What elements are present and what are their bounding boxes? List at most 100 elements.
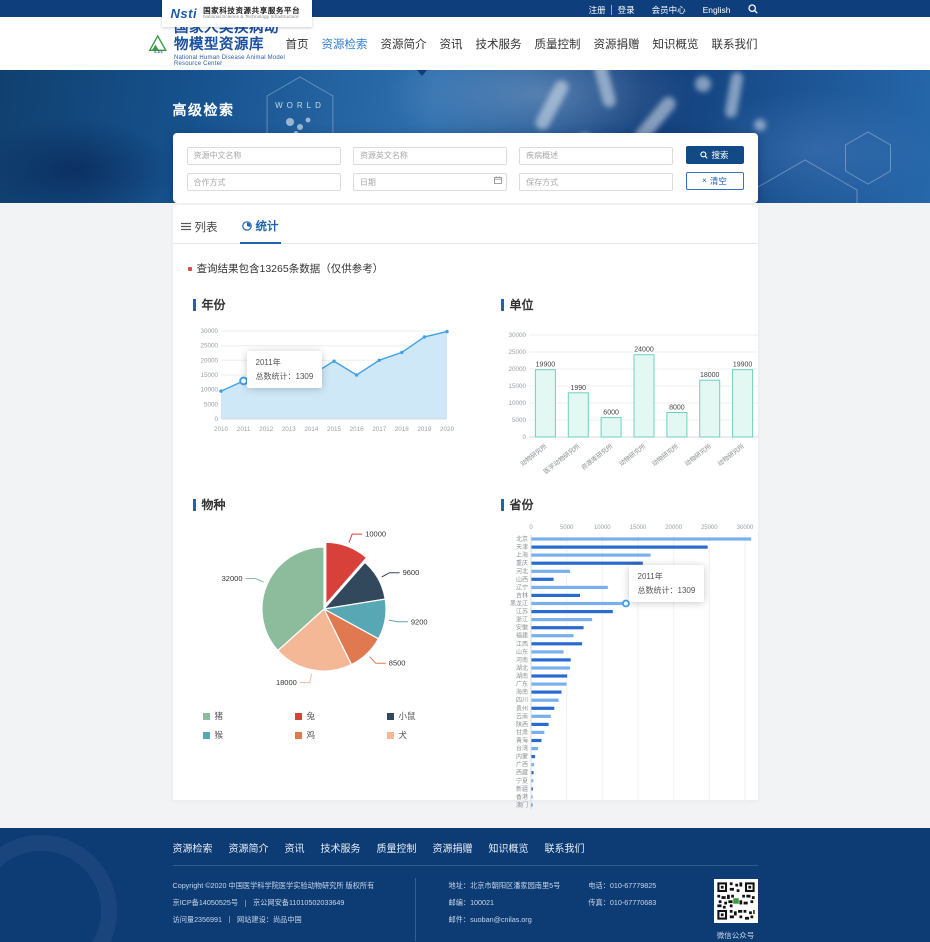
svg-text:5000: 5000 [203, 401, 218, 408]
legend-item-猪[interactable]: 猪 [202, 710, 295, 722]
svg-text:动物研究所: 动物研究所 [518, 441, 549, 468]
copyright-text: Copyright ©2020 中国医学科学院医学实验动物研究所 版权所有 [172, 881, 375, 890]
legend-item-猴[interactable]: 猴 [202, 729, 295, 741]
footer-link-2[interactable]: 资源简介 [228, 844, 269, 855]
footer-copyright-block: Copyright ©2020 中国医学科学院医学实验动物研究所 版权所有 京I… [173, 878, 416, 941]
legend-swatch-icon [202, 731, 210, 739]
svg-text:19900: 19900 [732, 362, 752, 369]
svg-text:山东: 山东 [515, 648, 527, 656]
resource-en-name-input-wrap [352, 145, 508, 165]
topbar-link-4[interactable]: English [702, 4, 731, 15]
svg-text:河南: 河南 [515, 656, 527, 664]
preservation-mode-input-wrap [519, 172, 674, 191]
footer-link-6[interactable]: 资源捐赠 [432, 844, 473, 855]
svg-text:资源库研究所: 资源库研究所 [579, 441, 615, 472]
title-bar-icon [192, 498, 196, 511]
svg-text:广西: 广西 [515, 761, 527, 769]
legend-item-小鼠[interactable]: 小鼠 [386, 710, 479, 722]
clear-button[interactable]: × 清空 [685, 172, 744, 191]
unit-chart-section: 单位 0 5000 10000 15000 20000 25000 30000 19900 动物… [500, 284, 763, 484]
province-chart[interactable]: 0 5000 10000 15000 20000 25000 30000 北京 天津 上海 重庆 河北… [501, 521, 763, 816]
icp-number: 京ICP备14050525号 [172, 897, 239, 907]
svg-text:ILAS: ILAS [153, 49, 162, 53]
address-text: 地址：北京市朝阳区潘家园南里5号 [448, 881, 561, 890]
unit-chart[interactable]: 0 5000 10000 15000 20000 25000 30000 19900 动物研究所… [501, 321, 763, 484]
legend-item-兔[interactable]: 兔 [294, 710, 387, 722]
svg-text:1990: 1990 [570, 385, 586, 392]
footer-link-3[interactable]: 资讯 [284, 844, 305, 855]
svg-text:动物研究所: 动物研究所 [649, 441, 680, 468]
search-icon[interactable] [747, 3, 758, 14]
nav-item-4[interactable]: 资讯 [439, 38, 463, 51]
species-pie-chart[interactable]: 10000 9600 9200 8500 18000 32000 [193, 521, 479, 704]
svg-text:2020: 2020 [439, 426, 454, 433]
svg-text:10000: 10000 [593, 525, 610, 531]
main-nav: 首页 资源检索 资源简介 资讯 技术服务 质量控制 资源捐赠 知识概览 联系我们 [286, 36, 758, 52]
svg-text:台湾: 台湾 [515, 745, 527, 753]
svg-text:2011: 2011 [236, 426, 250, 433]
search-button[interactable]: 搜索 [685, 145, 744, 164]
footer: 资源检索 资源简介 资讯 技术服务 质量控制 资源捐赠 知识概览 联系我们 Copyright… [0, 828, 930, 942]
topbar-link-2[interactable]: 登录 [610, 4, 635, 15]
preservation-mode-input[interactable] [519, 173, 674, 191]
disease-overview-input[interactable] [519, 146, 674, 165]
species-legend: 猪 兔 小鼠猴 鸡 犬 [193, 704, 479, 741]
visit-count: 访问量2356991 [172, 914, 223, 924]
svg-text:25000: 25000 [200, 343, 218, 350]
navbar: ILAS 国家人类疾病动物模型资源库 National Human Diseas… [0, 17, 930, 70]
nav-item-3[interactable]: 资源简介 [380, 38, 427, 51]
svg-text:6000: 6000 [603, 410, 619, 417]
svg-text:8500: 8500 [388, 659, 405, 668]
resource-cn-name-input[interactable] [186, 146, 341, 165]
disease-overview-input-wrap [519, 145, 674, 165]
svg-text:内蒙: 内蒙 [515, 753, 527, 761]
svg-text:25000: 25000 [700, 525, 717, 531]
topbar-link-3[interactable]: 会员中心 [651, 4, 686, 15]
footer-link-5[interactable]: 质量控制 [376, 844, 417, 855]
legend-label: 猴 [214, 730, 224, 740]
date-input[interactable] [352, 173, 508, 191]
footer-qr-block: 微信公众号 [713, 878, 758, 941]
search-button-label: 搜索 [711, 149, 729, 160]
hero-banner: WORLD 高级检索 搜索 × 清空 [0, 70, 930, 203]
svg-text:32000: 32000 [221, 574, 242, 583]
nav-item-5[interactable]: 技术服务 [475, 38, 522, 51]
svg-text:天津: 天津 [515, 544, 527, 551]
footer-link-4[interactable]: 技术服务 [320, 844, 361, 855]
resource-en-name-input[interactable] [352, 146, 508, 165]
svg-text:2012: 2012 [259, 426, 274, 433]
footer-link-8[interactable]: 联系我们 [544, 844, 585, 855]
nav-item-1[interactable]: 首页 [285, 38, 309, 51]
nav-item-7[interactable]: 资源捐赠 [593, 38, 640, 51]
nav-item-8[interactable]: 知识概览 [652, 38, 699, 51]
svg-text:25000: 25000 [508, 349, 526, 356]
svg-text:5000: 5000 [560, 525, 574, 531]
nsti-platform-logo[interactable]: Nsti 国家科技资源共享服务平台 National Science & Tec… [161, 0, 313, 27]
legend-swatch-icon [294, 731, 302, 739]
svg-text:云南: 云南 [515, 712, 527, 720]
svg-text:2017: 2017 [372, 426, 387, 433]
resource-cn-name-input-wrap [186, 145, 341, 165]
legend-item-鸡[interactable]: 鸡 [294, 729, 387, 741]
footer-link-1[interactable]: 资源检索 [172, 844, 213, 855]
topbar-links: 注册 登录 会员中心 English [572, 0, 731, 18]
svg-text:2013: 2013 [281, 426, 296, 433]
cooperation-mode-input[interactable] [186, 173, 341, 191]
security-number: 京公网安备11010502033649 [253, 897, 345, 907]
nav-item-9[interactable]: 联系我们 [711, 38, 758, 51]
footer-link-7[interactable]: 知识概览 [488, 844, 529, 855]
legend-label: 猪 [214, 711, 224, 721]
svg-text:上海: 上海 [515, 551, 527, 559]
species-chart-section: 物种 10000 9600 9200 8500 18000 32000 猪 兔 小鼠猴 鸡 犬 [192, 484, 479, 816]
tab-statistics[interactable]: 统计 [239, 218, 281, 244]
year-chart-section: 年份 0 5000 10000 15000 20000 25000 30000 2010 201… [192, 284, 479, 484]
tab-list[interactable]: 列表 [179, 218, 220, 243]
topbar-link-1[interactable]: 注册 [588, 4, 606, 15]
nav-item-2[interactable]: 资源检索 [321, 38, 368, 51]
result-summary: 查询结果包含13265条数据（仅供参考） [187, 261, 758, 276]
year-chart[interactable]: 0 5000 10000 15000 20000 25000 30000 2010 2011 20… [193, 321, 479, 440]
nav-item-6[interactable]: 质量控制 [534, 38, 581, 51]
legend-item-犬[interactable]: 犬 [386, 729, 479, 741]
legend-label: 鸡 [306, 730, 316, 740]
clear-button-icon: × [702, 176, 707, 186]
